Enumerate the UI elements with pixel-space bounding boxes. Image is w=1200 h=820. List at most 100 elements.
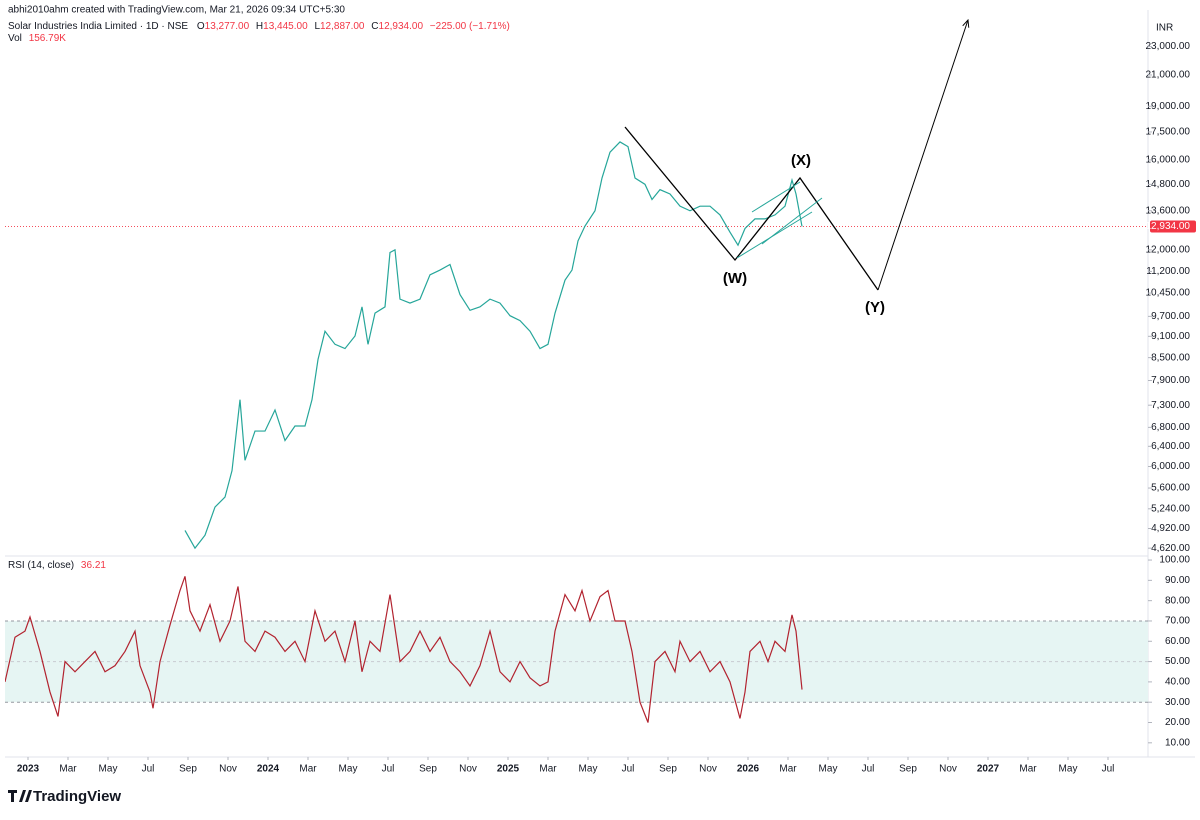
x-tick-label: Sep: [899, 764, 917, 775]
change: −225.00 (−1.71%): [430, 21, 510, 32]
y-tick-label: 5,240.00: [1151, 503, 1190, 514]
x-tick-label: Jul: [622, 764, 635, 775]
last-price-box: [1150, 220, 1196, 233]
wave-label: (X): [791, 152, 811, 169]
rsi-title: RSI (14, close): [8, 560, 74, 571]
y-tick-label: 9,100.00: [1151, 331, 1190, 342]
y-tick-label: 10.00: [1165, 737, 1190, 748]
y-tick-label: 7,900.00: [1151, 375, 1190, 386]
y-tick-label: 23,000.00: [1146, 41, 1191, 52]
y-tick-label: 14,800.00: [1146, 179, 1191, 190]
x-tick-label: Jul: [382, 764, 395, 775]
x-tick-label: May: [339, 764, 358, 775]
currency: INR: [1156, 23, 1173, 34]
x-tick-label: Jul: [862, 764, 875, 775]
wave-label: (Y): [865, 299, 885, 316]
y-tick-label: 12,000.00: [1146, 245, 1191, 256]
legend-layer: abhi2010ahm created with TradingView.com…: [8, 5, 1173, 805]
x-tick-label: Mar: [1019, 764, 1037, 775]
wave-line: [624, 126, 879, 291]
x-tick-label: Nov: [699, 764, 717, 775]
logo-mark: [8, 790, 32, 802]
y-tick-label: 100.00: [1159, 555, 1190, 566]
wave-label: (W): [723, 270, 747, 287]
series-line: [184, 141, 803, 550]
y-tick-label: 19,000.00: [1146, 101, 1191, 112]
ohlc-label: H: [256, 21, 263, 32]
x-tick-label: Nov: [939, 764, 957, 775]
y-tick-label: 4,920.00: [1151, 523, 1190, 534]
y-tick-label: 80.00: [1165, 595, 1190, 606]
ohlc-label: C: [371, 21, 378, 32]
x-tick-label: May: [579, 764, 598, 775]
y-tick-label: 90.00: [1165, 575, 1190, 586]
y-tick-label: 16,000.00: [1146, 155, 1191, 166]
x-tick-label: Sep: [659, 764, 677, 775]
symbol: Solar Industries India Limited · 1D · NS…: [8, 21, 188, 32]
x-tick-label: 2025: [497, 764, 520, 775]
projection-arrow: [877, 20, 968, 291]
credit: abhi2010ahm created with TradingView.com…: [8, 5, 345, 16]
x-tick-label: May: [99, 764, 118, 775]
x-tick-label: Sep: [179, 764, 197, 775]
y-tick-label: 30.00: [1165, 697, 1190, 708]
y-tick-label: 6,800.00: [1151, 422, 1190, 433]
x-tick-label: Sep: [419, 764, 437, 775]
y-tick-label: 70.00: [1165, 616, 1190, 627]
y-tick-label: 5,600.00: [1151, 483, 1190, 494]
channel-line: [761, 197, 823, 245]
x-tick-label: 2026: [737, 764, 760, 775]
channel-line: [751, 181, 801, 213]
x-tick-label: Nov: [459, 764, 477, 775]
y-tick-label: 20.00: [1165, 717, 1190, 728]
y-tick-label: 11,200.00: [1146, 266, 1190, 277]
ohlc-value: 13,277.00: [205, 21, 250, 32]
x-tick-label: May: [1059, 764, 1078, 775]
ohlc-value: 12,887.00: [320, 21, 365, 32]
y-tick-label: 8,500.00: [1151, 352, 1190, 363]
drawings: (W) (X) (Y): [624, 20, 968, 316]
y-tick-label: 40.00: [1165, 677, 1190, 688]
x-tick-label: Nov: [219, 764, 237, 775]
x-tick-label: Mar: [299, 764, 317, 775]
brand-logo: TradingView: [8, 788, 121, 805]
last-price-label: 12,934.00: [1146, 221, 1191, 232]
volume-legend: Vol 156.79K: [8, 33, 66, 44]
ohlc-label: L: [314, 21, 320, 32]
x-tick-label: 2024: [257, 764, 280, 775]
symbol-legend: Solar Industries India Limited · 1D · NS…: [8, 21, 510, 32]
y-tick-label: 10,450.00: [1146, 288, 1191, 299]
y-tick-label: 13,600.00: [1146, 205, 1191, 216]
y-tick-label: 17,500.00: [1146, 127, 1191, 138]
x-tick-label: Jul: [142, 764, 155, 775]
rsi-value: 36.21: [81, 560, 106, 571]
data-layer: 23,000.00 21,000.00 19,000.00 17,500.00 16,0…: [5, 41, 1196, 775]
volume-label: Vol: [8, 33, 22, 44]
pane: [5, 141, 1148, 550]
x-tick-label: Mar: [779, 764, 797, 775]
x-tick-label: Mar: [59, 764, 77, 775]
x-tick-label: May: [819, 764, 838, 775]
y-tick-label: 50.00: [1165, 656, 1190, 667]
ohlc-value: 12,934.00: [379, 21, 424, 32]
y-tick-label: 21,000.00: [1146, 70, 1191, 81]
pane: [5, 576, 1148, 723]
y-tick-label: 7,300.00: [1151, 400, 1190, 411]
series-line: [5, 576, 803, 723]
y-tick-label: 6,400.00: [1151, 441, 1190, 452]
y-tick-label: 4,620.00: [1151, 543, 1190, 554]
brand: TradingView: [33, 788, 121, 805]
rsi-legend: RSI (14, close) 36.21: [8, 560, 106, 571]
x-tick-label: Mar: [539, 764, 557, 775]
x-tick-label: 2027: [977, 764, 1000, 775]
x-tick-label: 2023: [17, 764, 40, 775]
ohlc-label: O: [197, 21, 205, 32]
y-tick-label: 6,000.00: [1151, 461, 1190, 472]
ohlc-value: 13,445.00: [263, 21, 308, 32]
y-tick-label: 60.00: [1165, 636, 1190, 647]
y-tick-label: 9,700.00: [1151, 311, 1190, 322]
x-tick-label: Jul: [1102, 764, 1115, 775]
volume-value: 156.79K: [29, 33, 67, 44]
